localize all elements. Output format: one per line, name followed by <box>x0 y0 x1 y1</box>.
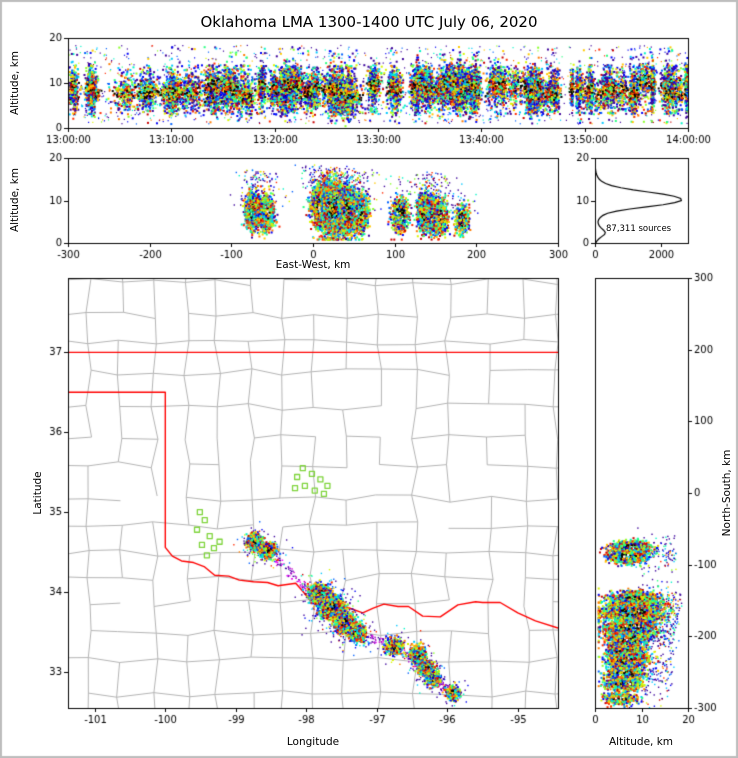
ew-height-ylabel: Altitude, km <box>9 167 21 233</box>
sources-annotation: 87,311 sources <box>606 224 672 234</box>
ew-height-xlabel: East-West, km <box>275 259 351 271</box>
ns-height-xlabel: Altitude, km <box>608 736 674 748</box>
figure-title: Oklahoma LMA 1300-1400 UTC July 06, 2020 <box>200 13 538 31</box>
plan-xlabel: Longitude <box>286 736 340 748</box>
plan-ylabel: Latitude <box>32 471 44 515</box>
ns-height-ylabel: North-South, km <box>721 449 733 537</box>
time-height-ylabel: Altitude, km <box>9 50 21 116</box>
